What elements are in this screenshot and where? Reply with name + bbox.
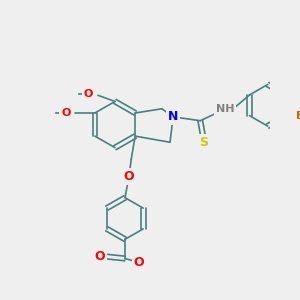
Text: NH: NH [216,104,234,114]
Text: O: O [124,169,134,183]
Text: O: O [134,256,144,269]
Text: O: O [61,108,71,118]
Text: O: O [94,250,105,263]
Text: N: N [168,110,178,123]
Text: O: O [84,89,93,99]
Text: Br: Br [296,111,300,121]
Text: S: S [200,136,208,149]
